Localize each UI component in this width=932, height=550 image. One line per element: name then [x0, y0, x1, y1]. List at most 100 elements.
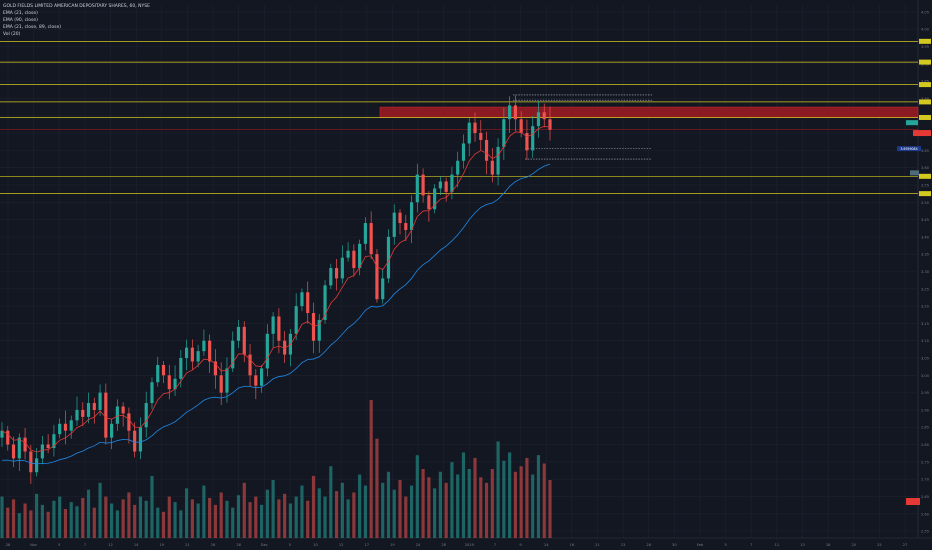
y-tick-label: 3.20: [921, 305, 930, 309]
y-tick-label: 3.05: [921, 357, 929, 361]
ema-90-label[interactable]: EMA (90, close): [3, 18, 38, 23]
candle-body: [242, 326, 246, 355]
volume-bar: [35, 493, 39, 538]
volume-bar: [502, 460, 506, 538]
y-tick-label: 3.95: [921, 45, 929, 49]
candle-body: [208, 340, 212, 362]
y-tick-label: 3.80: [921, 97, 930, 101]
x-tick-label: 17: [365, 543, 370, 547]
candle-body: [283, 340, 287, 355]
volume-bar: [398, 480, 402, 538]
candle-body: [231, 340, 235, 369]
candle-body: [496, 146, 500, 175]
price-tag-red: [913, 130, 931, 137]
candle-body: [265, 333, 269, 369]
ema-pair-label[interactable]: EMA (21, close, 89, close): [3, 25, 61, 30]
candle-body: [323, 285, 327, 320]
y-tick-label: 3.55: [921, 183, 929, 187]
candle-body: [311, 313, 316, 341]
volume-bar: [519, 466, 523, 538]
volume-bar: [288, 503, 293, 538]
x-tick-label: 5: [58, 543, 60, 547]
candle-body: [531, 126, 535, 151]
level-tag: [919, 114, 931, 120]
volume-bar: [271, 480, 275, 538]
candle-body: [415, 174, 419, 203]
volume-bar: [548, 480, 552, 538]
x-tick-label: 12: [108, 543, 113, 547]
volume-bar: [311, 475, 316, 538]
candle-body: [369, 223, 373, 255]
candle-body: [138, 427, 143, 452]
candle-body: [98, 392, 102, 410]
candle-body: [35, 458, 39, 473]
candle-body: [213, 361, 218, 376]
level-tag: [919, 82, 931, 88]
volume-bar: [306, 500, 310, 538]
volume-bar: [63, 509, 68, 538]
candle-body: [433, 188, 437, 210]
volume-label[interactable]: Vol (20): [3, 32, 21, 37]
x-tick-label: 28: [441, 543, 446, 547]
y-tick-label: 3.45: [921, 218, 929, 222]
volume-bar: [185, 488, 189, 538]
price-tag-green: [906, 120, 918, 126]
y-tick-label: 2.85: [921, 426, 929, 430]
volume-bar: [531, 474, 535, 538]
current-price-tag: [897, 146, 921, 152]
y-tick-label: 2.80: [921, 443, 930, 447]
volume-bar: [133, 504, 137, 538]
volume-bar: [98, 482, 102, 538]
ema-slow-line: [1, 163, 551, 465]
y-tick-label: 2.65: [921, 495, 929, 499]
x-tick-label: 28: [236, 543, 241, 547]
y-tick-label: 3.35: [921, 253, 929, 257]
y-tick-label: 2.90: [921, 408, 930, 412]
candle-body: [121, 406, 125, 414]
candle-body: [52, 434, 56, 449]
candle-body: [219, 375, 223, 393]
candle-body: [156, 364, 160, 383]
x-tick-label: 18: [826, 543, 831, 547]
level-tag: [919, 191, 931, 197]
candle-body: [421, 174, 425, 196]
volume-bar: [156, 507, 160, 538]
volume-bar: [236, 495, 241, 538]
x-tick-label: 25: [877, 543, 882, 547]
volume-bar: [6, 507, 10, 538]
volume-bar: [121, 499, 125, 538]
current-price-label: 3.6959084: [900, 147, 917, 151]
x-tick-label: 2019: [465, 543, 475, 547]
ema-21-label[interactable]: EMA (21, close): [3, 11, 38, 16]
candle-body: [525, 133, 529, 151]
candle-body: [277, 316, 281, 341]
volume-bar: [104, 496, 108, 538]
volume-bar: [69, 502, 73, 538]
candle-body: [300, 292, 304, 307]
volume-bar: [144, 500, 148, 538]
volume-bar: [58, 496, 62, 538]
candle-body: [161, 364, 166, 376]
symbol-title[interactable]: GOLD FIELDS LIMITED AMERICAN DEPOSITARY …: [3, 4, 150, 9]
candle-body: [40, 444, 44, 459]
x-tick-label: 9: [519, 543, 522, 547]
volume-bar: [161, 511, 166, 538]
candle-body: [461, 143, 466, 161]
candle-body: [150, 382, 154, 404]
y-tick-label: 2.70: [921, 478, 930, 482]
volume-bar: [150, 475, 154, 538]
x-tick-label: 14: [134, 543, 139, 547]
y-tick-label: 2.75: [921, 460, 929, 464]
candle-body: [69, 420, 73, 431]
candle-body: [484, 139, 489, 161]
candle-body: [179, 358, 183, 379]
volume-bar: [381, 482, 385, 538]
y-tick-label: 2.60: [921, 512, 930, 516]
volume-bar: [334, 491, 339, 538]
candle-body: [513, 105, 517, 120]
volume-bar: [40, 504, 44, 538]
volume-bar: [81, 497, 85, 538]
volume-bar: [110, 503, 114, 538]
volume-bar: [86, 489, 91, 538]
